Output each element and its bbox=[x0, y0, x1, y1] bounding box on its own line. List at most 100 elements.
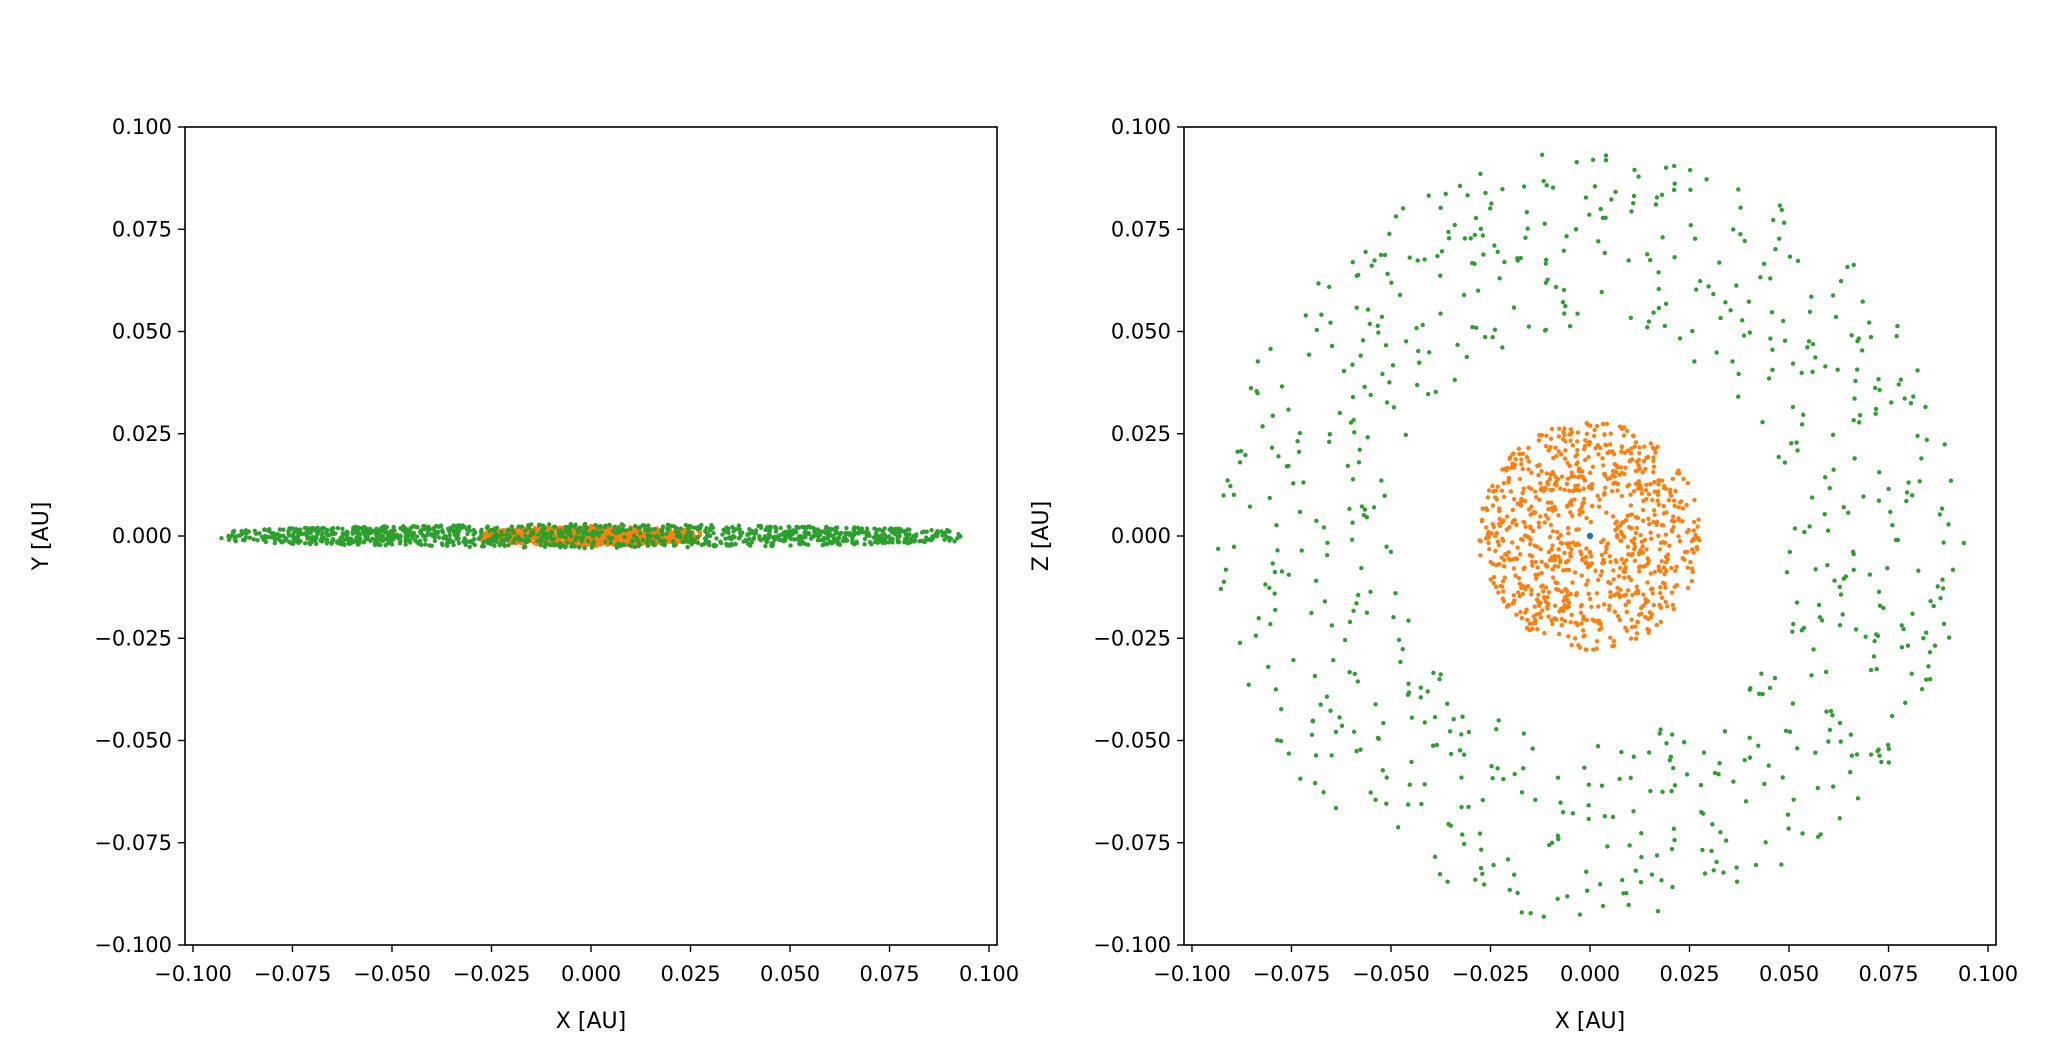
right-series-1-point bbox=[1584, 560, 1589, 565]
right-series-1-point bbox=[1566, 488, 1572, 493]
right-series-1-point bbox=[1547, 557, 1553, 563]
right-series-1-point bbox=[1536, 524, 1542, 530]
right-series-2-point bbox=[1446, 229, 1451, 235]
right-series-2-point bbox=[1760, 691, 1765, 697]
left-series-2-point bbox=[797, 541, 802, 546]
right-series-2-point bbox=[1927, 676, 1933, 682]
left-series-2-point bbox=[575, 527, 580, 533]
right-series-1-point bbox=[1562, 487, 1567, 492]
left-series-2-point bbox=[930, 534, 935, 539]
right-series-2-point bbox=[1564, 234, 1569, 239]
right-series-2-point bbox=[1740, 318, 1745, 323]
left-series-2-point bbox=[456, 540, 462, 546]
left-series-2-point bbox=[552, 536, 557, 542]
right-series-1-point bbox=[1594, 423, 1600, 429]
left-series-2-point bbox=[385, 540, 391, 546]
left-series-2-point bbox=[616, 529, 622, 535]
right-series-1-point bbox=[1651, 458, 1656, 464]
right-series-2-point bbox=[1776, 454, 1781, 460]
right-series-2-point bbox=[1459, 804, 1464, 810]
right-series-1-point bbox=[1565, 558, 1571, 563]
right-series-2-point bbox=[1432, 714, 1438, 720]
right-series-1-point bbox=[1497, 506, 1502, 511]
left-series-2-point bbox=[426, 524, 431, 529]
right-series-1-point bbox=[1529, 554, 1535, 559]
right-series-2-point bbox=[1438, 672, 1443, 677]
right-series-1-point bbox=[1680, 506, 1686, 511]
right-series-1-point bbox=[1604, 442, 1609, 448]
right-series-1-point bbox=[1491, 524, 1496, 530]
left-series-2-point bbox=[315, 531, 320, 537]
right-series-2-point bbox=[1418, 695, 1424, 700]
right-series-1-point bbox=[1606, 607, 1612, 612]
left-series-2-point bbox=[686, 539, 691, 544]
left-series-2-point bbox=[495, 535, 500, 541]
right-series-1-point bbox=[1539, 570, 1544, 576]
right-series-2-point bbox=[1369, 263, 1374, 268]
left-series-2-point bbox=[695, 534, 700, 540]
right-series-2-point bbox=[1698, 782, 1704, 788]
right-series-2-point bbox=[1565, 894, 1570, 899]
right-series-1-point bbox=[1641, 458, 1647, 464]
right-series-1-point bbox=[1661, 565, 1666, 570]
left-series-2-point bbox=[355, 535, 360, 540]
left-series-2-point bbox=[497, 542, 502, 548]
right-series-2-point bbox=[1871, 654, 1877, 659]
right-series-1-point bbox=[1594, 639, 1600, 644]
right-series-2-point bbox=[1268, 621, 1273, 627]
left-series-2-point bbox=[830, 533, 836, 539]
right-series-2-point bbox=[1790, 361, 1796, 366]
right-series-1-point bbox=[1588, 554, 1594, 559]
right-series-2-point bbox=[1435, 253, 1440, 259]
right-series-1-point bbox=[1500, 579, 1506, 584]
left-series-2-point bbox=[460, 523, 465, 528]
right-series-1-point bbox=[1641, 518, 1646, 523]
right-series-1-point bbox=[1599, 625, 1604, 631]
right-series-1-point bbox=[1555, 580, 1560, 586]
right-series-1-point bbox=[1574, 452, 1580, 457]
right-series-2-point bbox=[1231, 544, 1237, 550]
right-series-2-point bbox=[1518, 255, 1523, 261]
right-series-1-point bbox=[1562, 426, 1567, 431]
right-series-1-point bbox=[1575, 460, 1580, 465]
right-series-2-point bbox=[1838, 739, 1843, 744]
right-series-1-point bbox=[1579, 469, 1585, 474]
right-series-1-point bbox=[1562, 550, 1567, 556]
left-series-2-point bbox=[731, 534, 736, 539]
right-series-2-point bbox=[1631, 200, 1636, 206]
left-series-2-point bbox=[391, 534, 396, 539]
right-series-2-point bbox=[1942, 442, 1947, 447]
left-series-2-point bbox=[463, 542, 468, 548]
right-series-2-point bbox=[1688, 187, 1693, 192]
right-series-2-point bbox=[1731, 779, 1736, 784]
right-series-2-point bbox=[1736, 394, 1741, 399]
right-series-2-point bbox=[1274, 522, 1279, 528]
right-series-2-point bbox=[1802, 529, 1807, 535]
right-series-1-point bbox=[1519, 615, 1525, 621]
right-series-2-point bbox=[1647, 257, 1653, 263]
right-series-1-point bbox=[1532, 604, 1537, 609]
right-series-1-point bbox=[1661, 523, 1666, 528]
left-series-1-point bbox=[546, 525, 552, 531]
left-series-2-point bbox=[671, 539, 676, 544]
left-series-2-point bbox=[410, 524, 416, 529]
right-series-2-point bbox=[1432, 854, 1438, 860]
right-series-1-point bbox=[1623, 465, 1628, 471]
right-series-1-point bbox=[1685, 585, 1691, 591]
left-y-tick-label: 0.050 bbox=[112, 320, 172, 344]
left-series-2-point bbox=[307, 530, 312, 536]
right-series-2-point bbox=[1672, 783, 1678, 788]
right-series-1-point bbox=[1500, 467, 1505, 472]
right-series-2-point bbox=[1782, 460, 1788, 465]
right-series-2-point bbox=[1378, 252, 1384, 258]
left-series-2-point bbox=[813, 532, 818, 537]
right-series-2-point bbox=[1405, 802, 1411, 807]
right-series-1-point bbox=[1643, 466, 1648, 472]
right-series-2-point bbox=[1433, 389, 1438, 395]
right-series-2-point bbox=[1919, 686, 1925, 692]
right-series-1-point bbox=[1596, 504, 1602, 509]
right-series-2-point bbox=[1603, 215, 1608, 221]
right-series-2-point bbox=[1734, 865, 1739, 870]
right-series-1-point bbox=[1635, 619, 1640, 625]
right-series-1-point bbox=[1603, 550, 1608, 555]
